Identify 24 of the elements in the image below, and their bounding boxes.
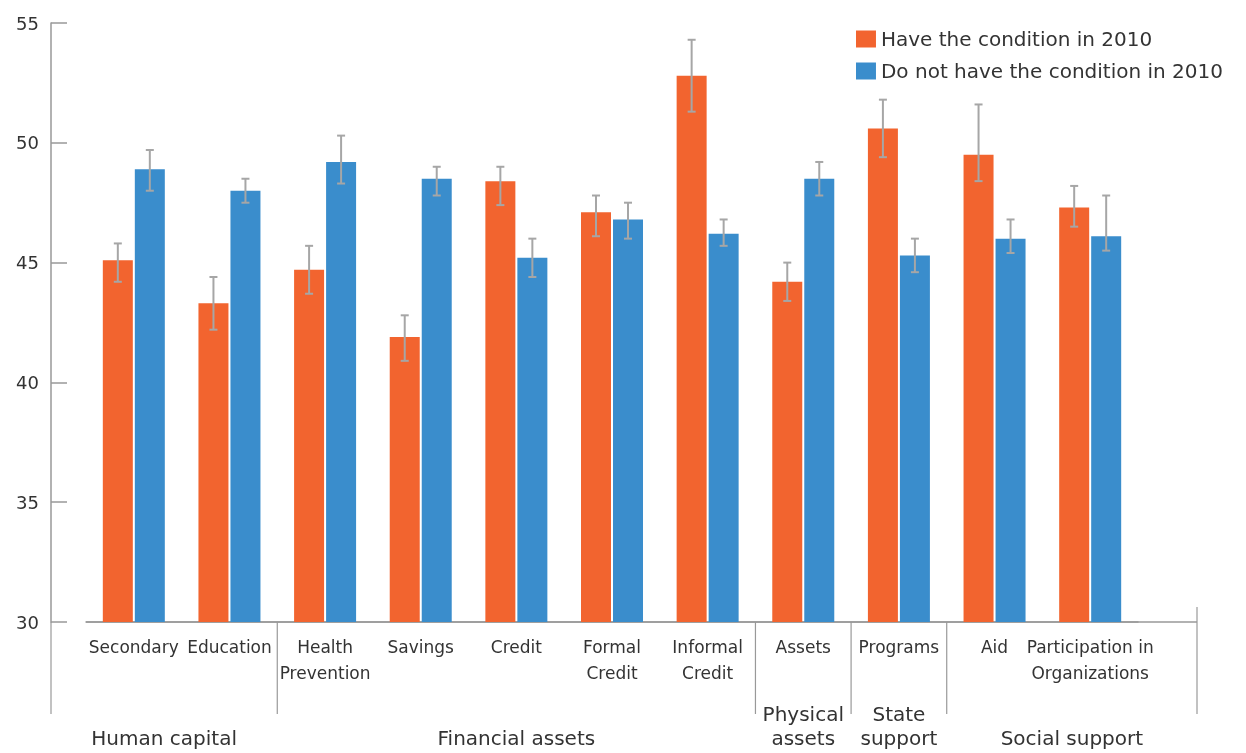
- x-tick-label: Informal Credit: [672, 637, 743, 683]
- x-tick-label: Savings: [387, 637, 455, 657]
- y-tick-label: 30: [16, 611, 39, 633]
- legend-label: Do not have the condition in 2010: [880, 59, 1223, 83]
- x-tick-label: Assets: [775, 637, 832, 657]
- x-tick-label: Secondary: [88, 637, 179, 657]
- x-tick-label: Aid: [980, 637, 1009, 657]
- x-tick-label: Education: [187, 637, 272, 657]
- x-tick-label: Participation in Organizations: [1026, 637, 1154, 683]
- y-tick-label: 55: [16, 12, 39, 34]
- text: Financial assets: [437, 726, 596, 750]
- y-tick-label: 40: [16, 371, 39, 393]
- x-tick-label: Formal Credit: [583, 637, 641, 683]
- text: Social support: [1000, 726, 1144, 750]
- text: Physical assets: [762, 702, 844, 750]
- x-tick-label: Health Prevention: [279, 637, 371, 683]
- text: State support: [860, 702, 938, 750]
- y-tick-label: 50: [16, 132, 39, 154]
- legend-label: Have the condition in 2010: [880, 27, 1153, 51]
- text: Human capital: [91, 726, 237, 750]
- x-tick-label: Programs: [858, 637, 940, 657]
- y-tick-label: 35: [16, 491, 39, 513]
- y-tick-label: 45: [16, 252, 39, 274]
- x-tick-label: Credit: [490, 637, 543, 657]
